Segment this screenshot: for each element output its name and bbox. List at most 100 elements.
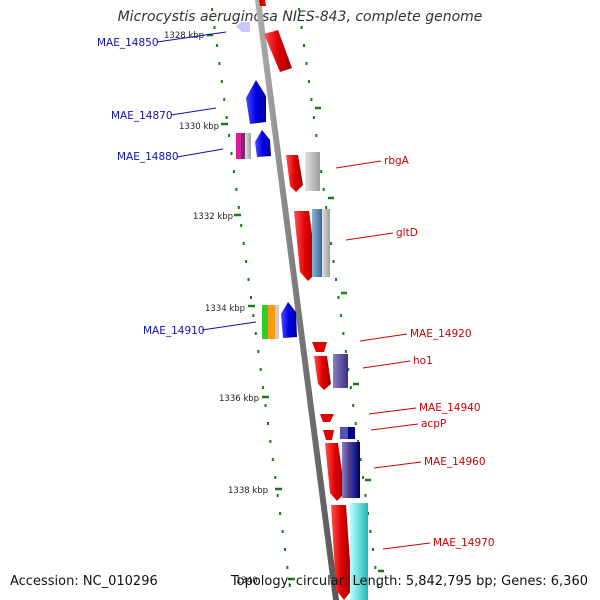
gene-navy-14960[interactable] — [351, 442, 360, 498]
tick-dot — [371, 548, 374, 551]
gene-rbgA[interactable] — [286, 155, 303, 192]
tick-dot — [218, 62, 221, 65]
tick-dot — [342, 332, 345, 335]
label-gltD[interactable]: gltD — [396, 227, 418, 239]
tick-dot — [322, 188, 325, 191]
gene-purple-ho1[interactable] — [333, 354, 348, 388]
gene-top-partial-a[interactable] — [236, 22, 250, 32]
gene-mae14910[interactable] — [281, 302, 297, 338]
gene-mae14920[interactable] — [312, 342, 327, 352]
tick-dot — [307, 80, 310, 83]
tick-dot — [274, 476, 277, 479]
gene-cyan-14970[interactable] — [350, 503, 368, 600]
tick-dot — [352, 404, 355, 407]
gene-gray-rbgA[interactable] — [305, 152, 320, 191]
label-ho1[interactable]: ho1 — [413, 355, 433, 367]
tick-dot — [271, 458, 274, 461]
label-mae14960[interactable]: MAE_14960 — [424, 456, 486, 468]
leader-mae14920 — [359, 333, 408, 342]
gene-mae14960[interactable] — [325, 443, 345, 501]
tick-dot — [220, 80, 223, 83]
gene-purple-acpP[interactable] — [340, 427, 348, 439]
leader-acpP — [370, 423, 419, 431]
gene-mae14970[interactable] — [331, 505, 352, 600]
tick-label-1334: 1334 kbp — [205, 304, 245, 314]
right-label-lines — [335, 160, 431, 550]
tick-label-1328: 1328 kbp — [164, 31, 204, 41]
label-mae14920[interactable]: MAE_14920 — [410, 328, 472, 340]
tick-dot — [354, 422, 357, 425]
gene-purple-14960[interactable] — [342, 442, 351, 498]
gene-mae14880[interactable] — [255, 130, 271, 157]
tick-dot — [364, 494, 367, 497]
tick-dot — [235, 188, 238, 191]
gene-gray-mid[interactable] — [275, 305, 279, 339]
gene-pink[interactable] — [236, 133, 241, 159]
leader-rbgA — [335, 160, 382, 169]
tick-dot — [305, 62, 308, 65]
genome-summary: Topology: circular; Length: 5,842,795 bp… — [230, 574, 588, 589]
label-mae14870[interactable]: MAE_14870 — [111, 110, 173, 122]
gene-acpP[interactable] — [323, 430, 334, 440]
tick-label-1332: 1332 kbp — [193, 212, 233, 222]
gene-steel-gltD[interactable] — [312, 209, 323, 277]
label-mae14850[interactable]: MAE_14850 — [97, 37, 159, 49]
gene-orange[interactable] — [268, 305, 275, 339]
tick-dot — [303, 44, 305, 47]
tick-dot — [250, 296, 252, 299]
tick-dot — [279, 512, 282, 515]
tick-dot — [359, 458, 362, 461]
tick-dot — [262, 386, 265, 389]
gene-ho1[interactable] — [314, 356, 331, 390]
tick-dot — [247, 278, 250, 281]
tick-dot — [242, 242, 245, 245]
gene-red-top[interactable] — [264, 30, 292, 72]
gene-green[interactable] — [262, 305, 268, 339]
tick-dot — [357, 440, 360, 443]
tick-dot — [237, 206, 240, 209]
gene-magenta[interactable] — [241, 133, 245, 159]
tick-dot — [376, 584, 379, 587]
tick-dot — [298, 8, 301, 11]
tick-label-1338: 1338 kbp — [228, 486, 268, 496]
gene-top-partial-b[interactable] — [259, 0, 266, 6]
tick-dot — [213, 26, 216, 29]
tick-dot — [225, 116, 228, 119]
tick-dot — [211, 8, 214, 11]
tick-dot — [362, 476, 365, 479]
gene-gltD[interactable] — [294, 211, 317, 281]
major-ticks — [207, 33, 384, 581]
tick-dot — [267, 422, 269, 425]
tick-dot — [215, 44, 218, 47]
tick-dot — [325, 206, 328, 209]
label-rbgA[interactable]: rbgA — [384, 155, 410, 167]
label-mae14970[interactable]: MAE_14970 — [433, 537, 495, 549]
gene-navy-acpP[interactable] — [348, 427, 355, 439]
tick-dot — [286, 566, 289, 569]
tick-dot — [312, 116, 315, 119]
tick-dot — [228, 134, 231, 137]
leader-mae14880 — [176, 148, 224, 158]
gene-mae14870[interactable] — [246, 80, 266, 124]
gene-mae14940[interactable] — [320, 414, 334, 422]
gene-gray-gltD[interactable] — [322, 209, 330, 277]
tick-dot — [337, 296, 340, 299]
label-mae14940[interactable]: MAE_14940 — [419, 402, 481, 414]
label-acpP[interactable]: acpP — [421, 418, 446, 430]
tick-label-1336: 1336 kbp — [219, 394, 259, 404]
genome-backbone — [255, 0, 339, 600]
tick-dot — [310, 98, 313, 101]
tick-dot — [223, 98, 226, 101]
leader-gltD — [345, 232, 394, 241]
gene-gray-small[interactable] — [245, 133, 251, 159]
tick-dot — [288, 584, 291, 587]
leader-mae14850 — [156, 31, 227, 43]
label-mae14910[interactable]: MAE_14910 — [143, 325, 205, 337]
leader-mae14960 — [373, 461, 422, 469]
label-mae14880[interactable]: MAE_14880 — [117, 151, 179, 163]
tick-dot — [264, 404, 267, 407]
tick-dot — [240, 224, 243, 227]
accession-text: Accession: NC_010296 — [10, 574, 158, 589]
tick-dot — [347, 368, 350, 371]
